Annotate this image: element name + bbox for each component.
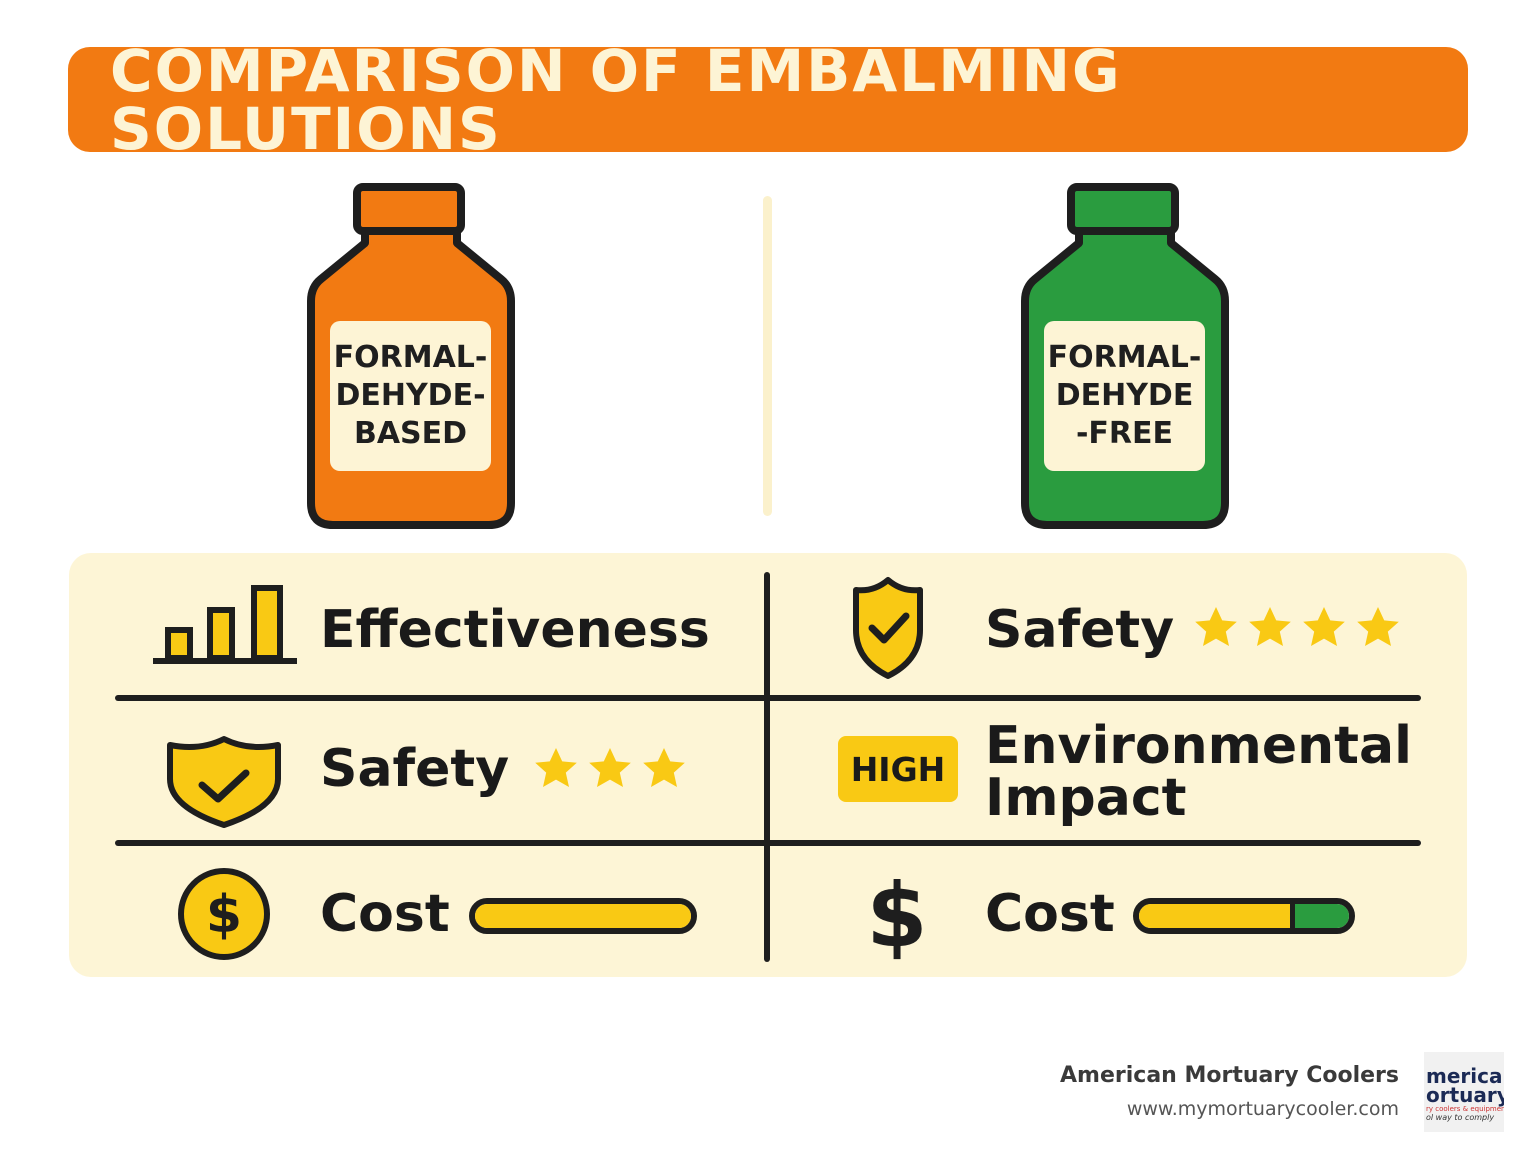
star-icon bbox=[1357, 607, 1399, 646]
cost-label-left: Cost bbox=[320, 884, 450, 944]
column-divider bbox=[764, 572, 770, 962]
bottle-label-line: FORMAL- bbox=[1047, 340, 1202, 375]
cost-bar-left bbox=[469, 898, 697, 934]
cost-bar-right bbox=[1133, 898, 1355, 934]
logo-text: merican bbox=[1426, 1064, 1504, 1088]
svg-text:$: $ bbox=[206, 885, 242, 945]
formaldehyde-free-bottle: FORMAL- DEHYDE -FREE bbox=[1021, 183, 1229, 531]
effectiveness-label: Effectiveness bbox=[320, 600, 710, 660]
safety-label-left: Safety bbox=[320, 739, 510, 799]
cost-bar-separator bbox=[1290, 904, 1296, 928]
star-icon bbox=[643, 748, 685, 787]
bottle-label-line: -FREE bbox=[1075, 416, 1174, 451]
page-title: COMPARISON OF EMBALMING SOLUTIONS bbox=[110, 36, 1122, 163]
star-icon bbox=[535, 748, 577, 787]
company-url[interactable]: www.mymortuarycooler.com bbox=[1126, 1098, 1399, 1120]
logo-text: ortuary bbox=[1426, 1083, 1504, 1107]
company-name: American Mortuary Coolers bbox=[1060, 1063, 1399, 1088]
dollar-sign-icon: $ bbox=[866, 866, 927, 962]
environmental-impact-label-line2: Impact bbox=[985, 768, 1187, 828]
dollar-coin-icon: $ bbox=[178, 868, 270, 960]
safety-label-right: Safety bbox=[985, 600, 1175, 660]
environmental-impact-label-line1: Environmental bbox=[985, 716, 1412, 776]
high-badge: HIGH bbox=[838, 736, 958, 802]
center-divider bbox=[763, 196, 772, 516]
formaldehyde-based-bottle: FORMAL- DEHYDE- BASED bbox=[307, 183, 515, 531]
shield-check-icon bbox=[853, 577, 923, 679]
shield-check-icon bbox=[167, 736, 281, 828]
safety-rating-right bbox=[1192, 604, 1402, 652]
company-logo: merican ortuary ry coolers & equipment o… bbox=[1424, 1052, 1504, 1132]
bottle-label: FORMAL- DEHYDE -FREE bbox=[1044, 321, 1205, 471]
logo-text: ry coolers & equipment bbox=[1426, 1105, 1504, 1113]
bottle-label: FORMAL- DEHYDE- BASED bbox=[330, 321, 491, 471]
star-icon bbox=[1195, 607, 1237, 646]
svg-text:$: $ bbox=[866, 866, 927, 962]
cost-label-right: Cost bbox=[985, 884, 1115, 944]
title-banner: COMPARISON OF EMBALMING SOLUTIONS bbox=[68, 42, 1468, 158]
star-icon bbox=[1249, 607, 1291, 646]
bottle-label-line: DEHYDE- bbox=[335, 378, 486, 413]
star-icon bbox=[1303, 607, 1345, 646]
logo-text: ol way to comply bbox=[1426, 1113, 1495, 1122]
bar-chart-icon bbox=[153, 585, 297, 664]
cost-bar-fill-yellow bbox=[1139, 904, 1291, 928]
star-icon bbox=[589, 748, 631, 787]
bottle-label-line: BASED bbox=[353, 416, 468, 451]
bottle-label-line: FORMAL- bbox=[333, 340, 488, 375]
cost-bar-fill-yellow bbox=[475, 904, 691, 928]
safety-rating-left bbox=[532, 745, 688, 793]
cost-bar-fill-green bbox=[1295, 904, 1349, 928]
bottle-label-line: DEHYDE bbox=[1055, 378, 1194, 413]
